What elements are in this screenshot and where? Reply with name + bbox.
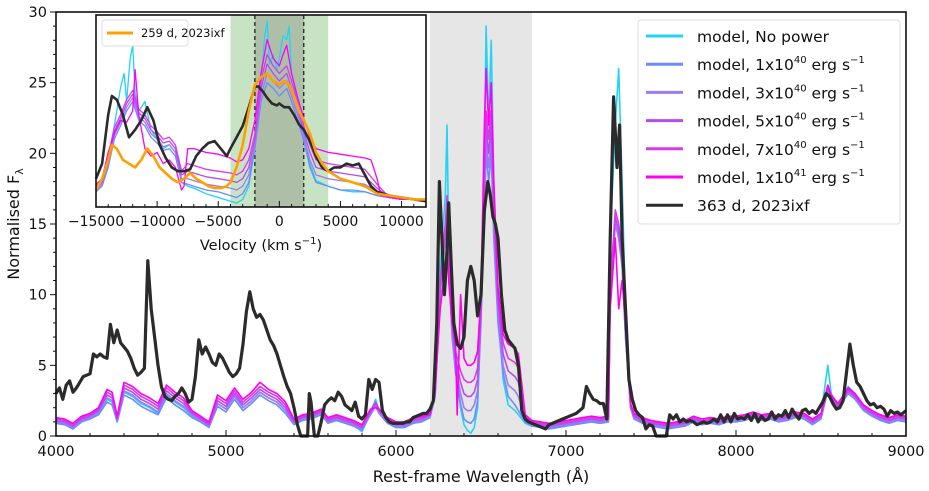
inset-x-tick-label: −10000: [129, 214, 185, 230]
inset-x-tick-label: 5000: [323, 214, 359, 230]
legend-entry-4: model, 7x1040 erg s−1: [697, 140, 865, 159]
inset-x-tick-label: −5000: [195, 214, 242, 230]
main-x-tick-label: 8000: [718, 444, 755, 460]
legend-entry-6: 363 d, 2023ixf: [697, 197, 810, 215]
legend-entry-0: model, No power: [697, 28, 830, 46]
inset-legend: 259 d, 2023ixf: [101, 19, 225, 47]
main-y-tick-label: 15: [29, 217, 47, 233]
legend-entry-1: model, 1x1040 erg s−1: [697, 55, 865, 74]
inset-legend-entry: 259 d, 2023ixf: [141, 26, 225, 40]
inset-series-line-7: [94, 72, 426, 201]
main-axis-ticks: 4000 5000 6000 7000 8000 9000 0 5 10 15 20 25 30: [29, 5, 925, 460]
main-y-tick-label: 0: [38, 429, 47, 445]
main-x-tick-label: 9000: [888, 444, 925, 460]
main-x-tick-label: 5000: [208, 444, 245, 460]
inset-x-axis-label: Velocity (km s−1): [200, 236, 322, 254]
main-legend: model, No power model, 1x1040 erg s−1 mode…: [637, 19, 901, 225]
inset-x-axis-label-main: Velocity (km s: [200, 238, 302, 254]
main-y-tick-label: 5: [38, 358, 47, 374]
main-y-tick-label: 25: [29, 76, 47, 92]
main-series-lines: [54, 25, 908, 438]
main-x-tick-label: 4000: [38, 444, 75, 460]
legend-entry-2: model, 3x1040 erg s−1: [697, 83, 865, 102]
inset-x-tick-label: 10000: [379, 214, 424, 230]
main-y-axis-label: Normalised Fλ: [4, 168, 26, 280]
inset-series-line-3: [95, 63, 427, 202]
inset-x-tick-label: −15000: [68, 214, 124, 230]
inset-shaded-regions: [230, 15, 329, 207]
legend-entry-3: model, 5x1040 erg s−1: [697, 112, 865, 131]
main-x-axis-label: Rest-frame Wavelength (Å): [373, 467, 590, 486]
inset-x-axis-label-tail: ): [316, 238, 322, 254]
inset-axes-frame: [95, 14, 427, 208]
inset-series-line-4: [95, 53, 427, 202]
main-y-axis-label-sub: λ: [13, 168, 26, 175]
inset-series-lines: [94, 20, 427, 204]
main-x-tick-label: 7000: [548, 444, 585, 460]
main-y-axis-label-main: Normalised F: [4, 175, 23, 280]
inset-velocity-markers: [254, 15, 305, 207]
inset-x-tick-label: 0: [275, 214, 284, 230]
inset-axis-ticks: −15000 −10000 −5000 0 5000 10000: [68, 201, 427, 230]
main-y-tick-label: 20: [29, 146, 47, 162]
main-y-tick-label: 10: [29, 288, 47, 304]
inset-series-line-5: [95, 38, 427, 202]
inset-x-axis-label-exp: −1: [302, 236, 317, 247]
main-y-tick-label: 30: [29, 5, 47, 21]
main-x-tick-label: 6000: [378, 444, 415, 460]
inset-shaded-band-1: [254, 15, 304, 207]
main-series-line-6: [54, 95, 908, 438]
legend-entry-5: model, 1x1041 erg s−1: [697, 168, 865, 187]
inset-velocity-plot: −15000 −10000 −5000 0 5000 10000 259 d, 2023i…: [68, 14, 427, 254]
